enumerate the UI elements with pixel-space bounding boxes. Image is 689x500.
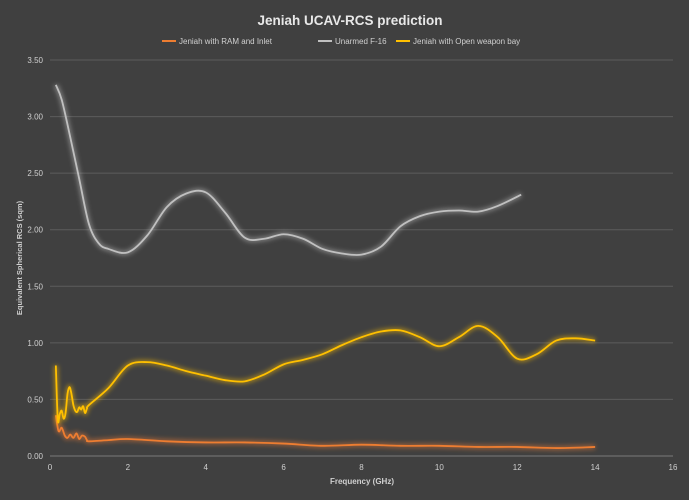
chart-title: Jeniah UCAV-RCS prediction bbox=[257, 13, 442, 28]
x-tick-label: 12 bbox=[513, 463, 522, 472]
series-line-ram-inlet bbox=[54, 415, 596, 449]
y-tick-label: 0.50 bbox=[27, 395, 43, 404]
legend-item-open-weapon-bay: Jeniah with Open weapon bay bbox=[396, 37, 520, 46]
y-axis-label: Equivalent Spherical RCS (sqm) bbox=[15, 200, 24, 315]
y-tick-label: 2.00 bbox=[27, 226, 43, 235]
y-tick-label: 1.50 bbox=[27, 282, 43, 291]
series-line-open-weapon-bay bbox=[54, 324, 596, 424]
chart-axes: 0.00 0.50 1.00 1.50 2.00 2.50 3.00 3.50 0 2 4 6 8 10 1… bbox=[27, 56, 678, 472]
y-tick-label: 2.50 bbox=[27, 169, 43, 178]
x-tick-label: 8 bbox=[359, 463, 364, 472]
legend-label: Jeniah with Open weapon bay bbox=[413, 37, 520, 46]
plot-area bbox=[53, 83, 596, 451]
x-tick-label: 4 bbox=[204, 463, 209, 472]
legend-item-ram-inlet: Jeniah with RAM and Inlet bbox=[162, 37, 273, 46]
series-line-unarmed-f16 bbox=[55, 84, 522, 256]
legend-label: Jeniah with RAM and Inlet bbox=[179, 37, 273, 46]
y-tick-label: 1.00 bbox=[27, 339, 43, 348]
x-tick-label: 0 bbox=[48, 463, 53, 472]
y-tick-label: 3.50 bbox=[27, 56, 43, 65]
chart-gridlines bbox=[50, 59, 673, 400]
x-tick-label: 14 bbox=[591, 463, 600, 472]
y-tick-label: 0.00 bbox=[27, 452, 43, 461]
x-tick-label: 6 bbox=[281, 463, 286, 472]
x-tick-label: 16 bbox=[669, 463, 678, 472]
x-tick-label: 10 bbox=[435, 463, 444, 472]
chart-legend: Jeniah with RAM and Inlet Unarmed F-16 Jen… bbox=[162, 37, 520, 46]
y-tick-label: 3.00 bbox=[27, 113, 43, 122]
legend-label: Unarmed F-16 bbox=[335, 37, 387, 46]
x-tick-label: 2 bbox=[126, 463, 131, 472]
legend-item-unarmed-f16: Unarmed F-16 bbox=[318, 37, 387, 46]
x-axis-label: Frequency (GHz) bbox=[330, 477, 394, 486]
